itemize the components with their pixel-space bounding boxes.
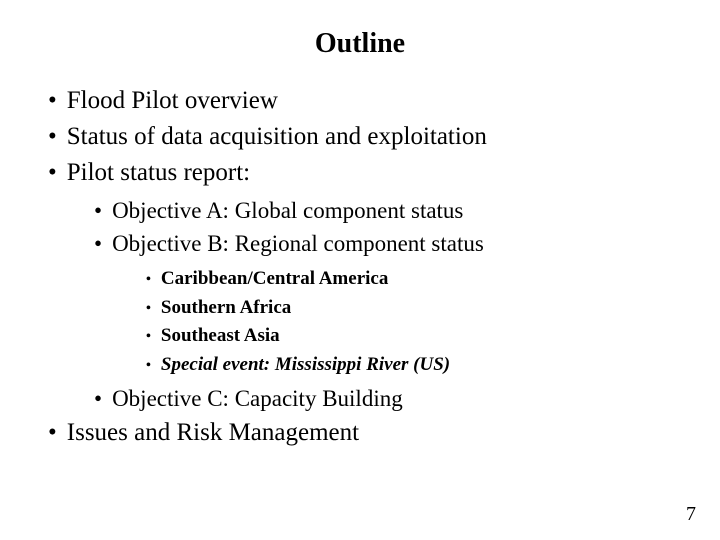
list-item-text: Special event: Mississippi River (US): [161, 351, 450, 380]
list-item: • Caribbean/Central America: [146, 265, 680, 294]
list-item: • Issues and Risk Management: [48, 416, 680, 450]
list-item: • Special event: Mississippi River (US): [146, 351, 680, 380]
list-item-text: Objective B: Regional component status: [112, 228, 484, 259]
list-item: • Pilot status report:: [48, 156, 680, 190]
list-item-text: Southern Africa: [161, 294, 291, 323]
list-item: • Objective C: Capacity Building: [94, 383, 680, 414]
list-item: • Flood Pilot overview: [48, 84, 680, 118]
list-item-text: Objective C: Capacity Building: [112, 383, 403, 414]
list-item: • Status of data acquisition and exploit…: [48, 120, 680, 154]
list-item-text: Pilot status report:: [67, 156, 250, 190]
list-item: • Southern Africa: [146, 294, 680, 323]
list-item-text: Southeast Asia: [161, 322, 280, 351]
bullet-icon: •: [146, 355, 151, 376]
page-number: 7: [686, 503, 696, 526]
outline-subsublist: • Caribbean/Central America • Southern A…: [94, 265, 680, 379]
bullet-icon: •: [48, 156, 57, 190]
list-item-text: Objective A: Global component status: [112, 195, 463, 226]
list-item: • Objective B: Regional component status: [94, 228, 680, 259]
bullet-icon: •: [94, 228, 102, 259]
list-item-text: Issues and Risk Management: [67, 416, 359, 450]
bullet-icon: •: [94, 383, 102, 414]
bullet-icon: •: [48, 416, 57, 450]
slide-title: Outline: [40, 28, 680, 60]
list-item-text: Flood Pilot overview: [67, 84, 278, 118]
list-item-text: Caribbean/Central America: [161, 265, 388, 294]
bullet-icon: •: [146, 269, 151, 290]
bullet-icon: •: [48, 120, 57, 154]
bullet-icon: •: [146, 298, 151, 319]
list-item-text: Status of data acquisition and exploitat…: [67, 120, 487, 154]
list-item: • Southeast Asia: [146, 322, 680, 351]
outline-sublist: • Objective A: Global component status •…: [48, 195, 680, 414]
list-item: • Objective A: Global component status: [94, 195, 680, 226]
bullet-icon: •: [48, 84, 57, 118]
outline-list: • Flood Pilot overview • Status of data …: [40, 84, 680, 450]
bullet-icon: •: [146, 326, 151, 347]
bullet-icon: •: [94, 195, 102, 226]
